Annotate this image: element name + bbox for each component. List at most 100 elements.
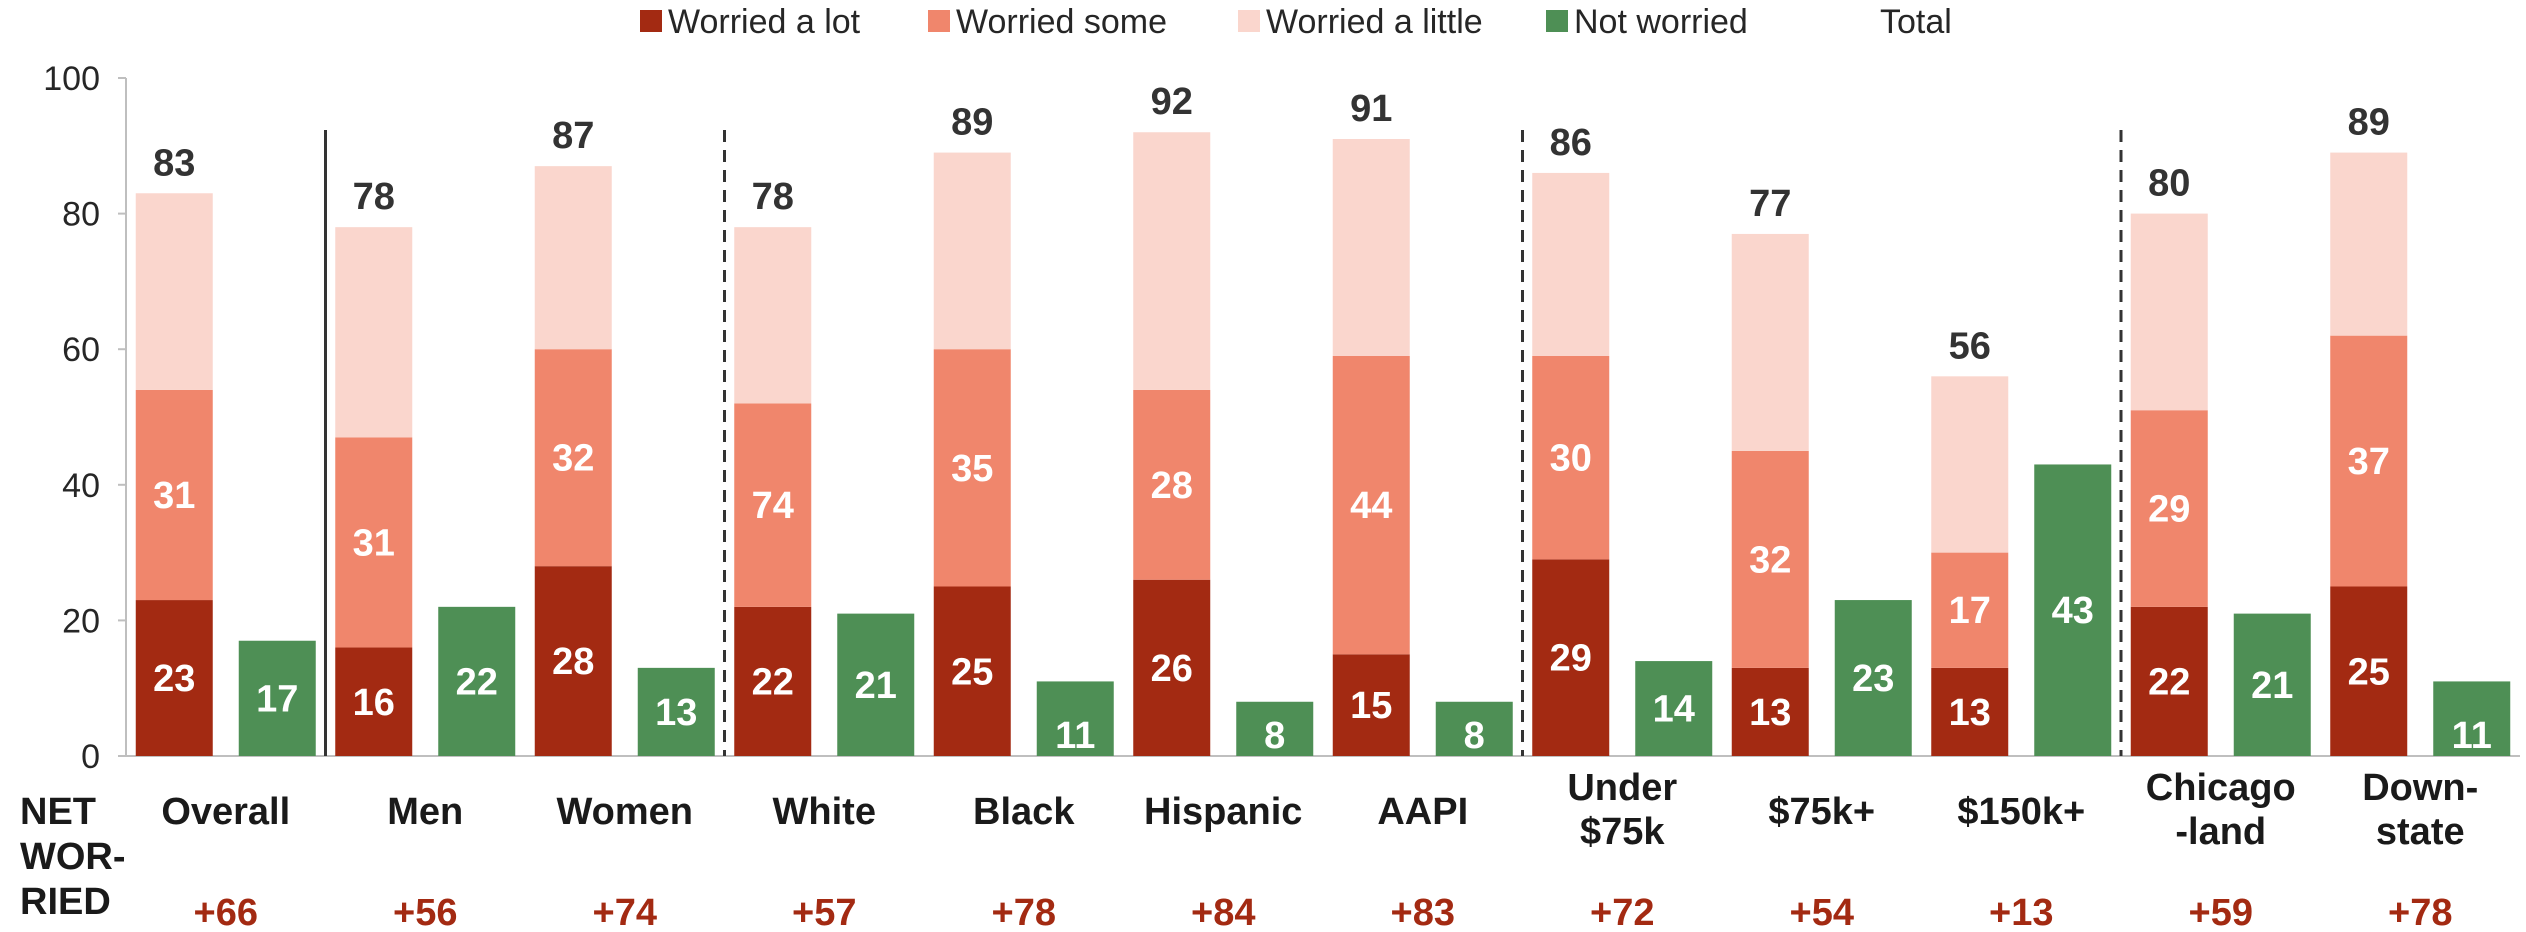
bar-worried-some <box>2330 335 2408 587</box>
legend-label: Worried a lot <box>668 3 861 41</box>
y-tick-label: 80 <box>62 196 100 234</box>
bar-worried-a-lot-label: 23 <box>153 658 195 700</box>
net-worried-value: +57 <box>792 892 856 932</box>
bar-worried-a-lot-label: 13 <box>1749 692 1791 734</box>
bar-worried-some-label: 32 <box>1749 539 1791 581</box>
bar-worried-some <box>1731 450 1809 668</box>
bar-not-worried-label: 43 <box>2052 590 2094 632</box>
bar-not-worried-label: 11 <box>2452 715 2492 757</box>
category-label: Down- <box>2362 767 2478 809</box>
bar-total-label: 89 <box>951 102 993 144</box>
bar-worried-a-lot-label: 16 <box>353 682 395 724</box>
category-label: $150k+ <box>1957 791 2085 833</box>
bar-worried-some <box>2130 410 2208 607</box>
bar-worried-a-lot <box>2130 606 2208 756</box>
bar-worried-a-little <box>335 227 413 438</box>
y-tick-label: 100 <box>43 60 100 98</box>
bar-not-worried-label: 13 <box>655 692 697 734</box>
bar-not-worried-label: 8 <box>1264 715 1285 757</box>
category-label: $75k+ <box>1768 791 1875 833</box>
bar-worried-some-label: 30 <box>1550 438 1592 480</box>
category-label: Overall <box>161 791 290 833</box>
bar-worried-a-lot-label: 25 <box>951 651 993 693</box>
bar-total-label: 78 <box>353 176 395 218</box>
net-worried-value: +13 <box>1989 892 2053 932</box>
bar-total-label: 56 <box>1949 325 1991 367</box>
legend-swatch <box>1546 10 1568 32</box>
bar-total-label: 80 <box>2148 163 2190 205</box>
bar-worried-a-lot <box>1731 667 1809 756</box>
bar-worried-a-little <box>534 166 612 350</box>
bar-not-worried-label: 22 <box>456 661 498 703</box>
net-worried-row-label: RIED <box>20 881 111 923</box>
bar-worried-a-lot <box>933 586 1011 756</box>
legend-label: Not worried <box>1574 3 1748 41</box>
bar-worried-a-little <box>734 227 812 404</box>
category-label: Black <box>973 791 1075 833</box>
bar-worried-some <box>1931 552 2009 668</box>
bar-worried-a-little <box>933 152 1011 350</box>
bar-worried-a-little <box>2330 152 2408 336</box>
bar-worried-a-lot <box>1133 579 1211 756</box>
bar-worried-a-lot <box>2330 586 2408 756</box>
net-worried-value: +59 <box>2189 892 2253 932</box>
bar-worried-a-lot-label: 26 <box>1151 648 1193 690</box>
bar-total-label: 78 <box>752 176 794 218</box>
bar-worried-a-lot-label: 13 <box>1949 692 1991 734</box>
bar-worried-some-label: 28 <box>1151 465 1193 507</box>
bar-not-worried-label: 21 <box>855 665 897 707</box>
net-worried-value: +56 <box>393 892 457 932</box>
bar-worried-some <box>1532 355 1610 560</box>
net-worried-value: +72 <box>1590 892 1654 932</box>
bar-worried-a-little <box>1731 233 1809 451</box>
bar-total-label: 89 <box>2348 102 2390 144</box>
category-label: AAPI <box>1377 791 1468 833</box>
bar-not-worried <box>1036 681 1114 756</box>
bar-worried-a-lot-label: 29 <box>1550 638 1592 680</box>
bar-worried-some-label: 31 <box>153 475 195 517</box>
bar-worried-a-lot-label: 15 <box>1350 685 1392 727</box>
bar-worried-some <box>135 389 213 601</box>
y-tick-label: 60 <box>62 331 100 369</box>
bar-worried-a-lot-label: 22 <box>752 661 794 703</box>
bar-worried-some <box>1332 355 1410 655</box>
bar-worried-some-label: 29 <box>2148 489 2190 531</box>
bar-worried-a-little <box>1931 376 2009 553</box>
bar-worried-a-lot <box>135 600 213 756</box>
bar-worried-a-lot-label: 28 <box>552 641 594 683</box>
bar-not-worried <box>637 667 715 756</box>
bar-not-worried <box>2433 681 2511 756</box>
bar-worried-a-lot <box>534 566 612 756</box>
bar-not-worried <box>837 613 915 756</box>
category-label: Men <box>387 791 463 833</box>
y-tick-label: 20 <box>62 602 100 640</box>
legend-label: Total <box>1880 3 1952 41</box>
category-label: Hispanic <box>1144 791 1302 833</box>
bar-worried-a-lot <box>1931 667 2009 756</box>
bar-not-worried <box>438 606 516 756</box>
bar-worried-a-lot-label: 25 <box>2348 651 2390 693</box>
bar-worried-a-little <box>135 193 213 390</box>
category-label: -land <box>2175 811 2266 853</box>
category-label: $75k <box>1580 811 1665 853</box>
bar-worried-some-label: 44 <box>1350 485 1392 527</box>
bar-worried-some-label: 74 <box>752 485 794 527</box>
bar-worried-some-label: 32 <box>552 438 594 480</box>
bar-not-worried-label: 14 <box>1653 689 1695 731</box>
category-label: Women <box>556 791 693 833</box>
net-worried-value: +54 <box>1790 892 1854 932</box>
bar-not-worried-label: 11 <box>1055 715 1095 757</box>
y-tick-label: 40 <box>62 467 100 505</box>
bar-worried-a-little <box>1532 172 1610 356</box>
bar-worried-a-little <box>1133 132 1211 390</box>
legend-swatch <box>928 10 950 32</box>
bar-worried-some <box>734 403 812 607</box>
bar-worried-some <box>534 349 612 567</box>
legend-label: Worried a little <box>1266 3 1483 41</box>
bar-not-worried <box>1236 701 1314 756</box>
net-worried-row-label: WOR- <box>20 836 126 878</box>
bar-worried-a-lot-label: 22 <box>2148 661 2190 703</box>
category-label: state <box>2376 811 2465 853</box>
